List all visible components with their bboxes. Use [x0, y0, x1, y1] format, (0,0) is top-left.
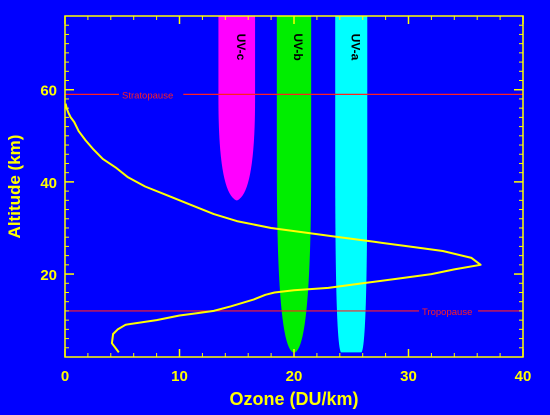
x-tick-label-2: 20 [286, 368, 303, 385]
reference-label-mask-1 [119, 89, 184, 100]
uv-band-label-2: UV-b [291, 33, 305, 60]
series-line-1 [64, 103, 482, 353]
axis-ticks: 0 10 20 30 40 20 40 60 [40, 16, 531, 385]
y-axis-label: Altitude (km) [5, 135, 24, 239]
uv-band-2 [276, 16, 312, 353]
reference-line-label-1: Stratopause [122, 90, 173, 101]
x-tick-label-3: 30 [400, 368, 417, 385]
uv-band-label-3: UV-a [348, 34, 362, 61]
uv-bands: UV-c UV-b UV-a [218, 16, 368, 353]
x-tick-label-0: 0 [61, 368, 69, 385]
reference-line-label-2: Tropopause [422, 307, 472, 318]
y-tick-label-0: 20 [40, 267, 57, 284]
uv-band-3 [335, 16, 368, 353]
reference-label-mask-2 [419, 305, 478, 316]
x-tick-label-1: 10 [171, 368, 188, 385]
series-layer [64, 103, 482, 353]
y-tick-label-2: 60 [40, 83, 57, 100]
x-axis-label: Ozone (DU/km) [229, 389, 358, 409]
y-tick-label-1: 40 [40, 175, 57, 192]
uv-band-1 [218, 16, 256, 201]
uv-band-label-1: UV-c [234, 34, 248, 61]
x-tick-label-4: 40 [515, 368, 532, 385]
reference-lines: Stratopause Tropopause [65, 89, 523, 318]
